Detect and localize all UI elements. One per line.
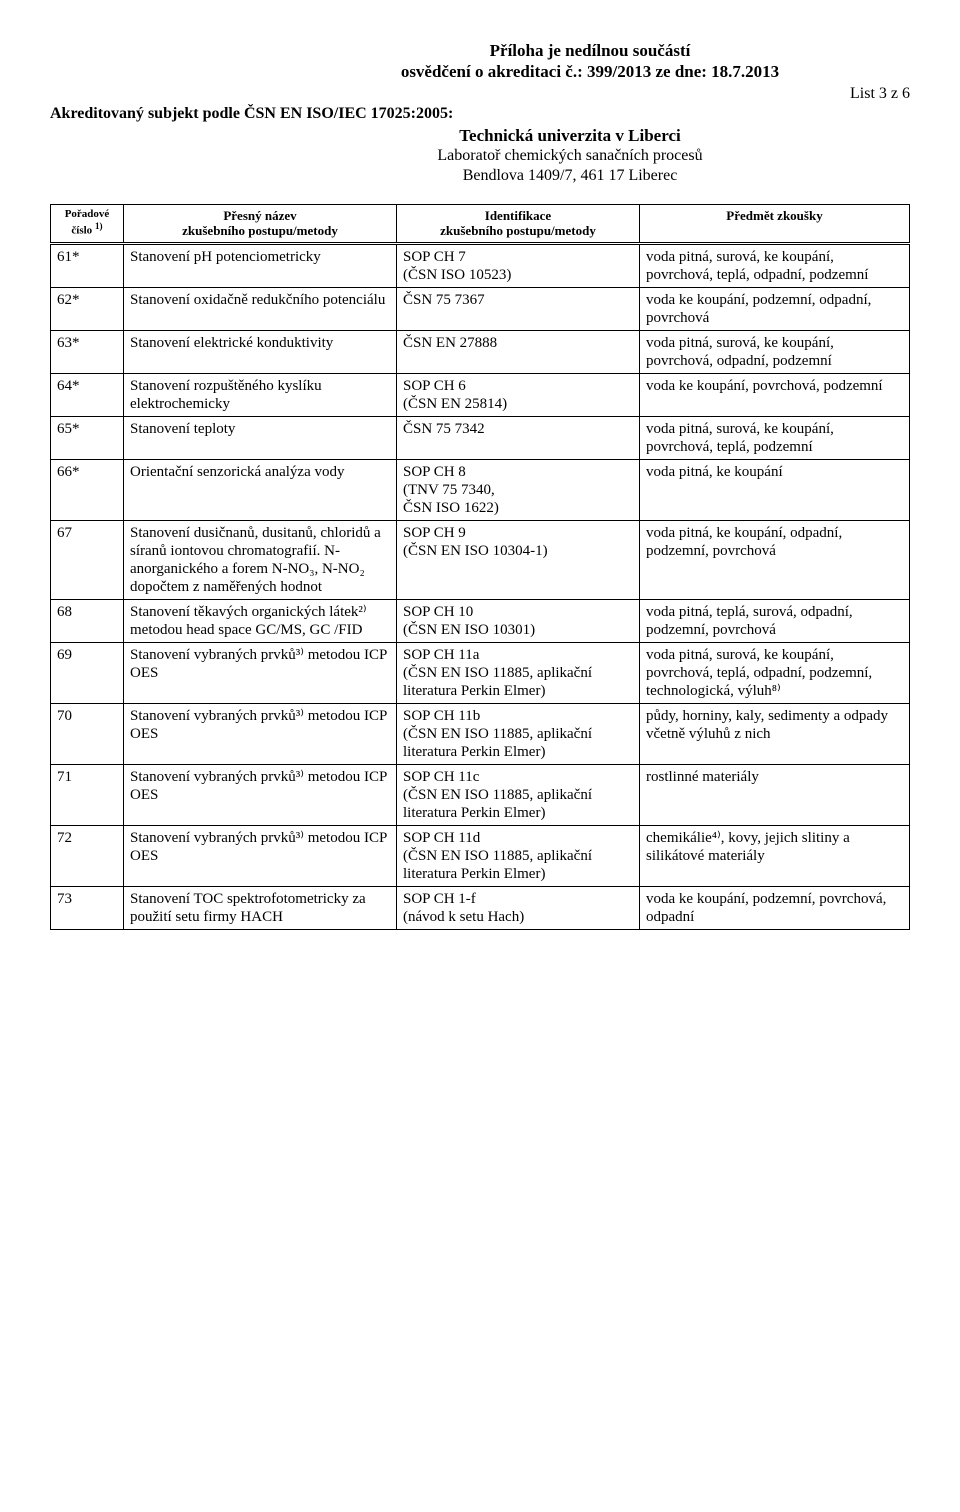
cell-number: 70 [51, 703, 124, 764]
cell-identification: SOP CH 9 (ČSN EN ISO 10304-1) [397, 520, 640, 599]
cell-subject: voda pitná, ke koupání [640, 459, 910, 520]
cell-identification: SOP CH 6 (ČSN EN 25814) [397, 373, 640, 416]
cell-identification: SOP CH 11c (ČSN EN ISO 11885, aplikační … [397, 764, 640, 825]
cell-method-name: Stanovení oxidačně redukčního potenciálu [124, 287, 397, 330]
cell-method-name: Stanovení TOC spektrofotometricky za pou… [124, 886, 397, 929]
cell-method-name: Stanovení pH potenciometricky [124, 243, 397, 287]
cell-subject: voda pitná, surová, ke koupání, povrchov… [640, 243, 910, 287]
col2-line1: Identifikace [485, 208, 551, 223]
cell-identification: SOP CH 11b (ČSN EN ISO 11885, aplikační … [397, 703, 640, 764]
cell-method-name: Stanovení teploty [124, 416, 397, 459]
col-header-subject: Předmět zkoušky [640, 204, 910, 243]
cell-identification: ČSN EN 27888 [397, 330, 640, 373]
col1-line1: Přesný název [223, 208, 296, 223]
cell-subject: voda pitná, surová, ke koupání, povrchov… [640, 642, 910, 703]
cell-subject: voda pitná, ke koupání, odpadní, podzemn… [640, 520, 910, 599]
cell-method-name: Stanovení vybraných prvků³⁾ metodou ICP … [124, 703, 397, 764]
col0-line2: číslo [71, 225, 92, 237]
uni-addr: Bendlova 1409/7, 461 17 Liberec [230, 166, 910, 186]
cell-number: 73 [51, 886, 124, 929]
table-row: 72Stanovení vybraných prvků³⁾ metodou IC… [51, 825, 910, 886]
cell-subject: voda pitná, surová, ke koupání, povrchov… [640, 330, 910, 373]
cell-identification: SOP CH 11a (ČSN EN ISO 11885, aplikační … [397, 642, 640, 703]
cell-method-name: Stanovení vybraných prvků³⁾ metodou ICP … [124, 764, 397, 825]
cell-method-name: Stanovení rozpuštěného kyslíku elektroch… [124, 373, 397, 416]
cell-method-name: Stanovení vybraných prvků³⁾ metodou ICP … [124, 642, 397, 703]
table-row: 62*Stanovení oxidačně redukčního potenci… [51, 287, 910, 330]
page-list-line: List 3 z 6 [50, 85, 910, 103]
cell-subject: voda ke koupání, podzemní, povrchová, od… [640, 886, 910, 929]
table-row: 65*Stanovení teplotyČSN 75 7342voda pitn… [51, 416, 910, 459]
col-header-id: Identifikace zkušebního postupu/metody [397, 204, 640, 243]
cell-number: 71 [51, 764, 124, 825]
cell-number: 67 [51, 520, 124, 599]
table-row: 66*Orientační senzorická analýza vodySOP… [51, 459, 910, 520]
cell-number: 62* [51, 287, 124, 330]
cell-identification: SOP CH 8 (TNV 75 7340, ČSN ISO 1622) [397, 459, 640, 520]
cell-subject: rostlinné materiály [640, 764, 910, 825]
cell-identification: SOP CH 11d (ČSN EN ISO 11885, aplikační … [397, 825, 640, 886]
table-row: 64*Stanovení rozpuštěného kyslíku elektr… [51, 373, 910, 416]
cell-number: 63* [51, 330, 124, 373]
col0-sup: 1) [95, 221, 103, 231]
subject-line: Akreditovaný subjekt podle ČSN EN ISO/IE… [50, 105, 910, 123]
attachment-header: Příloha je nedílnou součástí osvědčení o… [270, 40, 910, 83]
cell-method-name: Stanovení elektrické konduktivity [124, 330, 397, 373]
uni-lab: Laboratoř chemických sanačních procesů [230, 146, 910, 166]
cell-identification: SOP CH 7 (ČSN ISO 10523) [397, 243, 640, 287]
table-header-row: Pořadové číslo 1) Přesný název zkušebníh… [51, 204, 910, 243]
cell-method-name: Orientační senzorická analýza vody [124, 459, 397, 520]
cell-subject: voda ke koupání, podzemní, odpadní, povr… [640, 287, 910, 330]
cell-number: 65* [51, 416, 124, 459]
table-row: 73Stanovení TOC spektrofotometricky za p… [51, 886, 910, 929]
cell-method-name: Stanovení dusičnanů, dusitanů, chloridů … [124, 520, 397, 599]
col1-line2: zkušebního postupu/metody [182, 223, 338, 238]
cell-number: 64* [51, 373, 124, 416]
methods-table: Pořadové číslo 1) Přesný název zkušebníh… [50, 204, 910, 930]
table-body: 61*Stanovení pH potenciometrickySOP CH 7… [51, 243, 910, 929]
university-block: Technická univerzita v Liberci Laboratoř… [230, 125, 910, 186]
cell-subject: půdy, horniny, kaly, sedimenty a odpady … [640, 703, 910, 764]
table-row: 61*Stanovení pH potenciometrickySOP CH 7… [51, 243, 910, 287]
col-header-number: Pořadové číslo 1) [51, 204, 124, 243]
cell-subject: voda ke koupání, povrchová, podzemní [640, 373, 910, 416]
header-line1: Příloha je nedílnou součástí [270, 40, 910, 61]
table-row: 63*Stanovení elektrické konduktivityČSN … [51, 330, 910, 373]
table-row: 70Stanovení vybraných prvků³⁾ metodou IC… [51, 703, 910, 764]
col0-line1: Pořadové [65, 208, 110, 220]
cell-identification: ČSN 75 7367 [397, 287, 640, 330]
cell-number: 66* [51, 459, 124, 520]
cell-number: 72 [51, 825, 124, 886]
table-row: 68Stanovení těkavých organických látek²⁾… [51, 599, 910, 642]
table-row: 71Stanovení vybraných prvků³⁾ metodou IC… [51, 764, 910, 825]
cell-subject: chemikálie⁴⁾, kovy, jejich slitiny a sil… [640, 825, 910, 886]
cell-identification: SOP CH 1-f (návod k setu Hach) [397, 886, 640, 929]
col2-line2: zkušebního postupu/metody [440, 223, 596, 238]
table-row: 69Stanovení vybraných prvků³⁾ metodou IC… [51, 642, 910, 703]
cell-number: 68 [51, 599, 124, 642]
col-header-name: Přesný název zkušebního postupu/metody [124, 204, 397, 243]
cell-number: 69 [51, 642, 124, 703]
cell-method-name: Stanovení těkavých organických látek²⁾ m… [124, 599, 397, 642]
cell-identification: ČSN 75 7342 [397, 416, 640, 459]
uni-name: Technická univerzita v Liberci [230, 125, 910, 146]
cell-subject: voda pitná, teplá, surová, odpadní, podz… [640, 599, 910, 642]
cell-identification: SOP CH 10 (ČSN EN ISO 10301) [397, 599, 640, 642]
cell-method-name: Stanovení vybraných prvků³⁾ metodou ICP … [124, 825, 397, 886]
cell-number: 61* [51, 243, 124, 287]
header-line2: osvědčení o akreditaci č.: 399/2013 ze d… [270, 61, 910, 82]
table-row: 67Stanovení dusičnanů, dusitanů, chlorid… [51, 520, 910, 599]
cell-subject: voda pitná, surová, ke koupání, povrchov… [640, 416, 910, 459]
